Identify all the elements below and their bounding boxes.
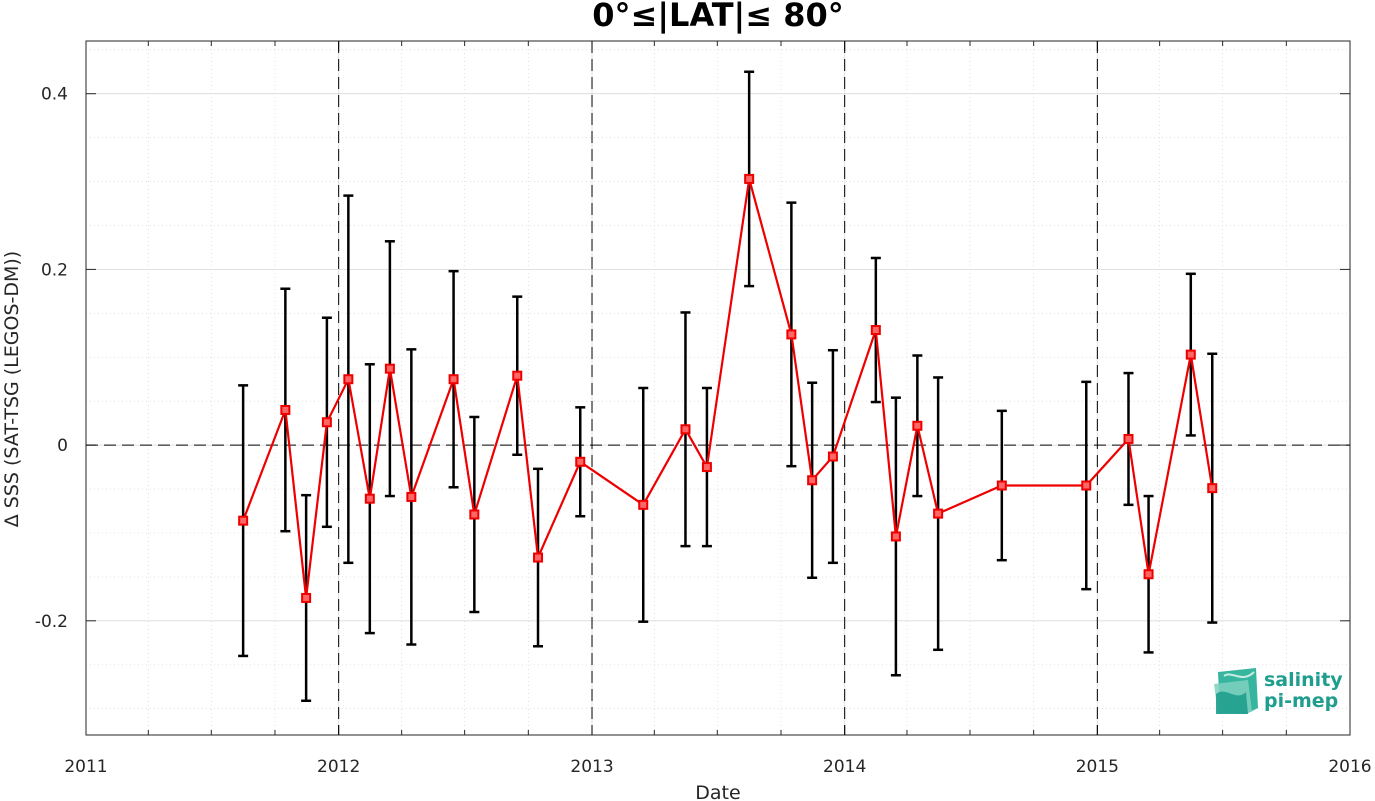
x-tick-label: 2016 bbox=[1328, 757, 1371, 777]
series-line bbox=[242, 178, 1214, 599]
data-point bbox=[533, 552, 544, 563]
data-point bbox=[933, 508, 944, 519]
y-tick-label: -0.2 bbox=[35, 612, 68, 632]
logo-text-line2: pi-mep bbox=[1264, 690, 1338, 712]
data-point bbox=[890, 531, 901, 542]
data-point bbox=[996, 480, 1007, 491]
grid bbox=[85, 41, 1350, 735]
data-point bbox=[301, 592, 312, 603]
reference-lines bbox=[86, 41, 1350, 735]
data-point bbox=[448, 374, 459, 385]
logo-text-line1: salinity bbox=[1264, 669, 1343, 691]
data-point bbox=[343, 374, 354, 385]
data-point bbox=[512, 370, 523, 381]
data-point bbox=[469, 509, 480, 520]
data-point bbox=[1081, 480, 1092, 491]
data-point bbox=[238, 515, 249, 526]
data-point bbox=[638, 499, 649, 510]
data-point bbox=[280, 404, 291, 415]
data-point bbox=[807, 475, 818, 486]
data-point bbox=[680, 424, 691, 435]
x-tick-label: 2012 bbox=[317, 757, 360, 777]
data-point bbox=[1143, 569, 1154, 580]
data-point bbox=[870, 325, 881, 336]
error-bars bbox=[238, 70, 1218, 702]
axes-frame bbox=[85, 40, 1351, 736]
salinity-pi-mep-logo: salinity pi-mep bbox=[1214, 668, 1343, 714]
data-point bbox=[1185, 349, 1196, 360]
data-point bbox=[384, 363, 395, 374]
data-point bbox=[406, 491, 417, 502]
data-point bbox=[575, 456, 586, 467]
data-point bbox=[744, 173, 755, 184]
data-point bbox=[827, 451, 838, 462]
data-point bbox=[321, 417, 332, 428]
x-tick-label: 2014 bbox=[823, 757, 866, 777]
data-series bbox=[238, 173, 1218, 603]
tick-labels: 2011 2012 2013 2014 2015 2016 -0.2 0 0.2 0.4 bbox=[35, 85, 1372, 777]
data-point bbox=[912, 420, 923, 431]
plot-area-border bbox=[85, 40, 1351, 736]
y-tick-label: 0.2 bbox=[41, 260, 68, 280]
x-tick-label: 2011 bbox=[64, 757, 107, 777]
x-tick-label: 2015 bbox=[1076, 757, 1119, 777]
logo-mark-icon bbox=[1214, 668, 1258, 714]
x-axis-label: Date bbox=[695, 782, 740, 801]
data-point bbox=[1123, 433, 1134, 444]
data-point bbox=[701, 462, 712, 473]
x-tick-label: 2013 bbox=[570, 757, 613, 777]
y-axis-label: Δ SSS (SAT-TSG (LEGOS-DM)) bbox=[1, 251, 23, 527]
data-point bbox=[364, 493, 375, 504]
y-tick-label: 0.4 bbox=[41, 85, 68, 105]
chart-title: 0°≤|LAT|≤ 80° bbox=[592, 0, 843, 35]
y-tick-label: 0 bbox=[57, 436, 68, 456]
data-point bbox=[1207, 483, 1218, 494]
data-point bbox=[786, 329, 797, 340]
